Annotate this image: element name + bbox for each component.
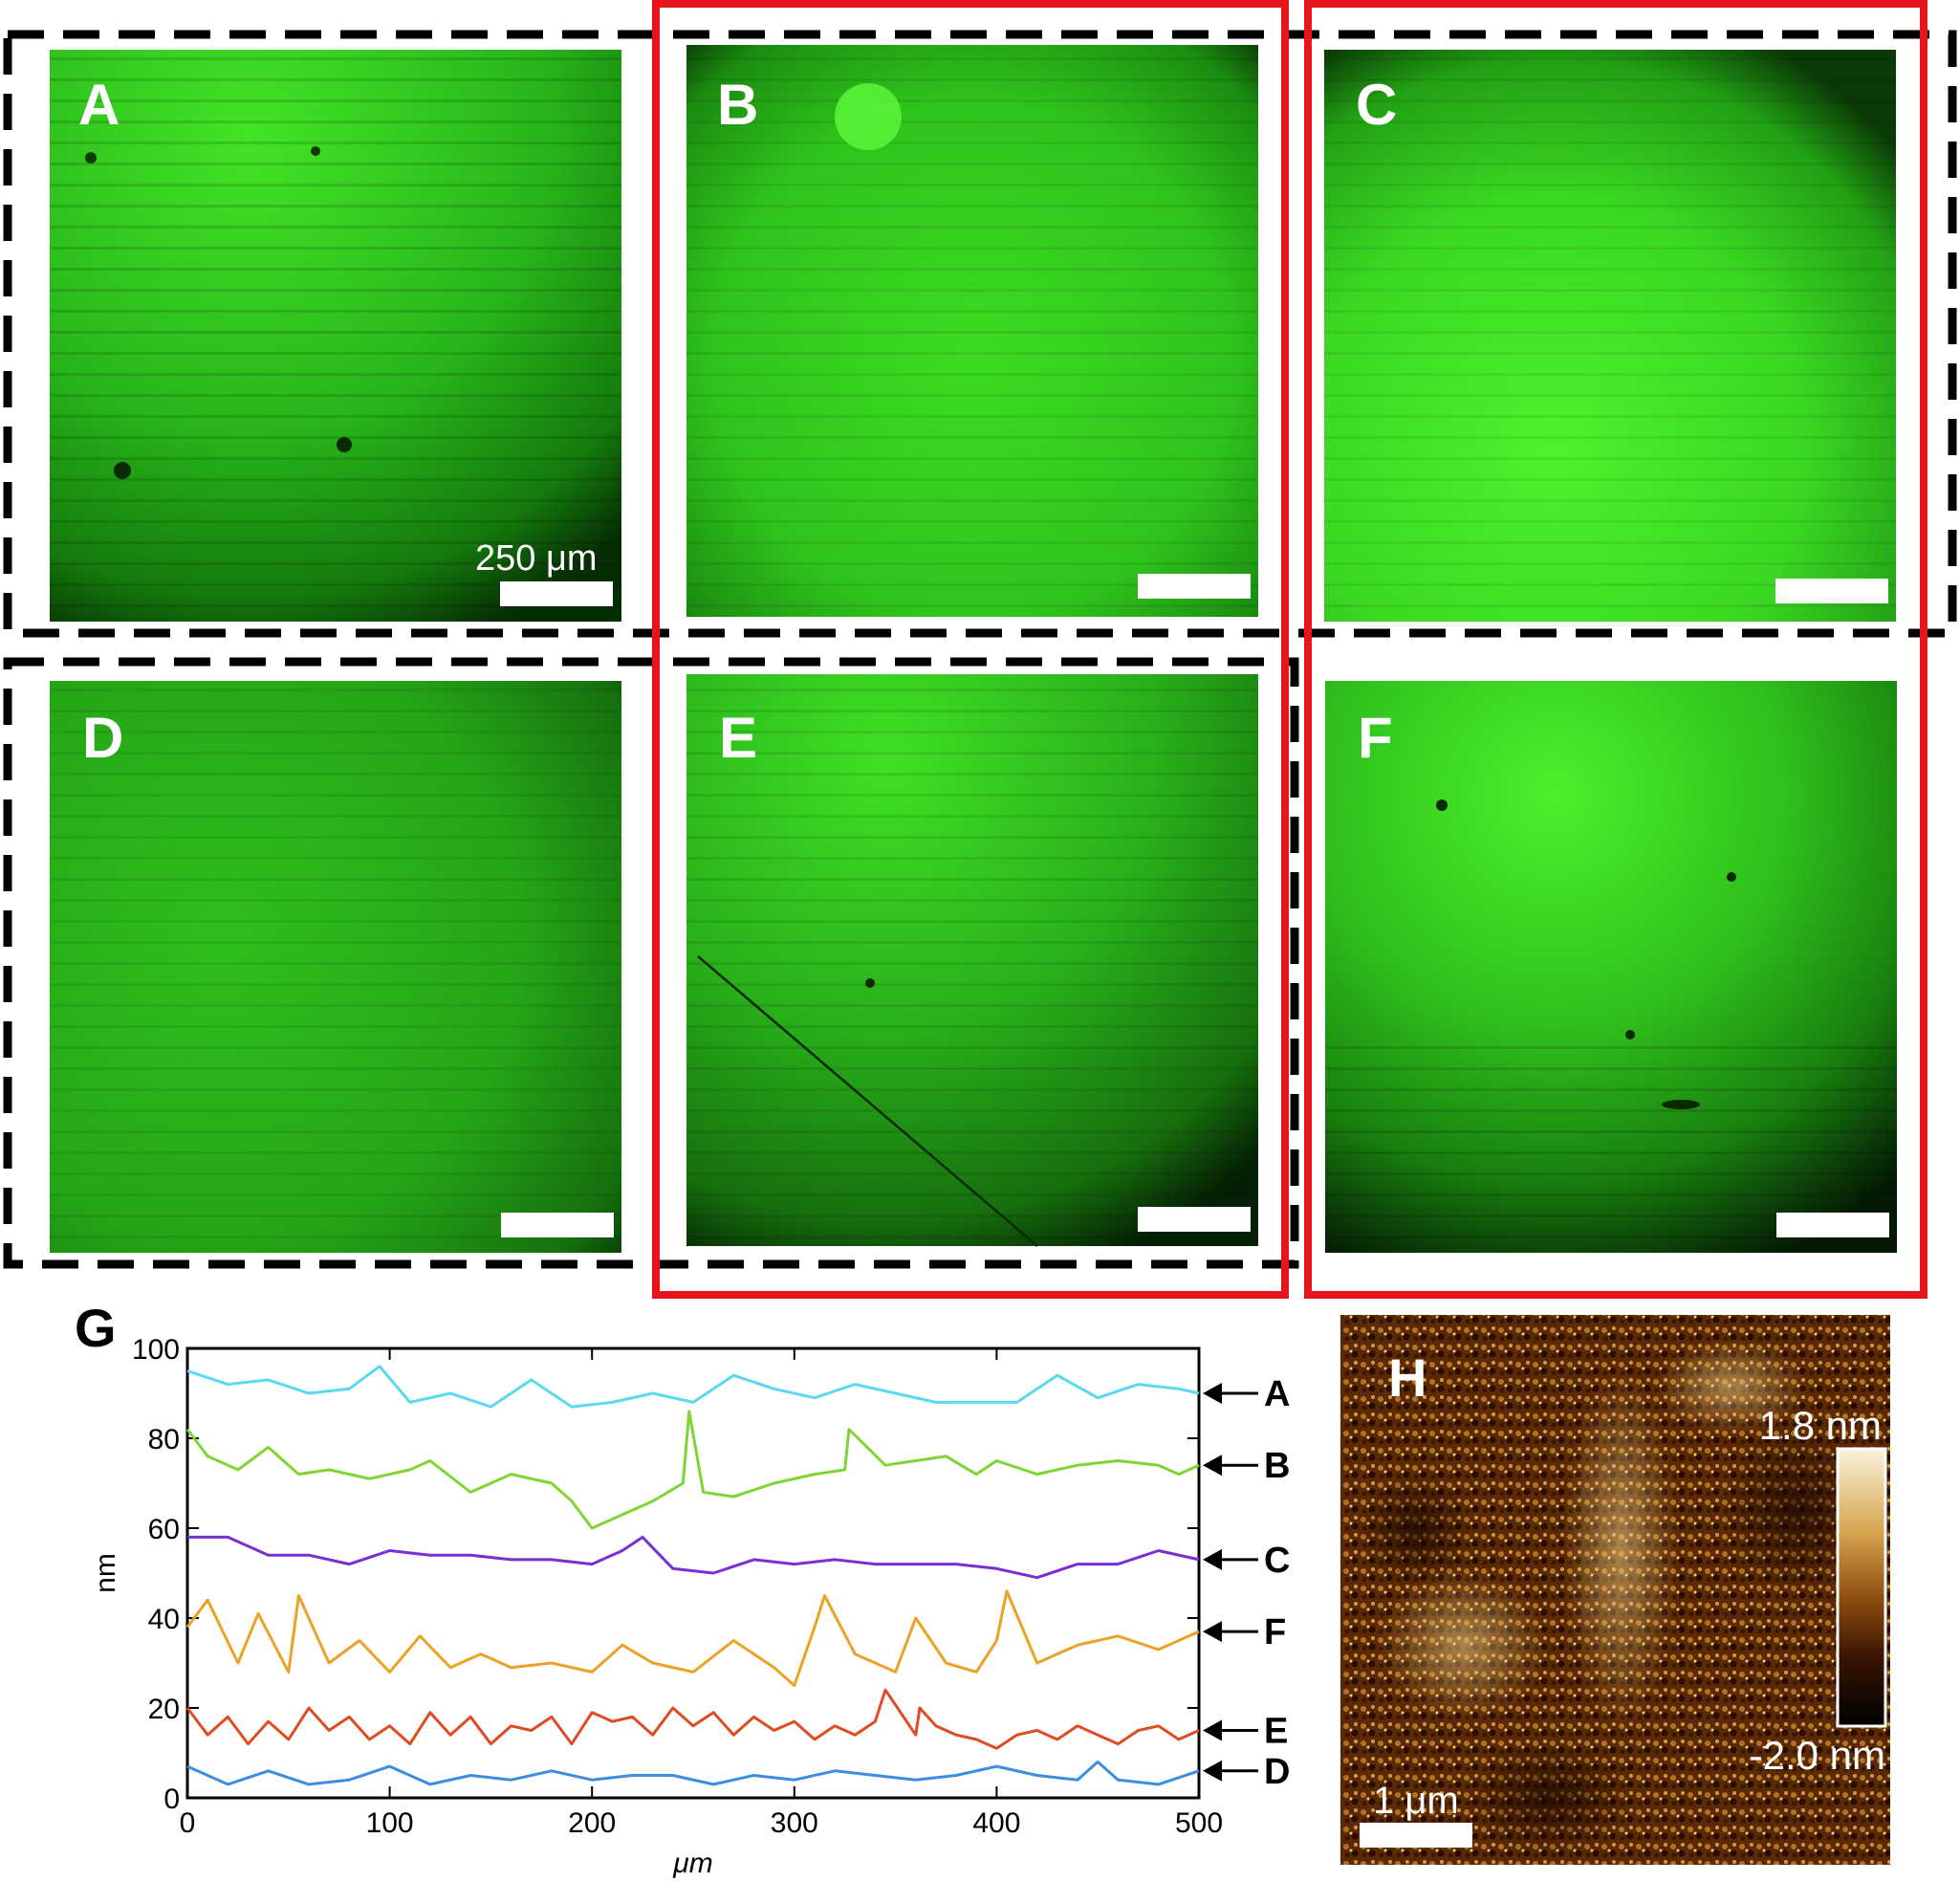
panel-E-letter: E: [719, 706, 757, 770]
series-arrow-E: [1203, 1719, 1222, 1741]
series-line-F: [185, 1589, 1200, 1687]
panel-A-scale-bar: [500, 581, 613, 606]
panel-B-bright-spot: [835, 83, 902, 150]
series-arrow-D: [1203, 1760, 1222, 1782]
panel-E-defect: [865, 978, 875, 988]
y-axis-ticks: 0 20 40 60 80 100: [132, 1334, 1199, 1815]
series-layer: [185, 1365, 1200, 1786]
panel-F-scale-bar: [1776, 1213, 1889, 1237]
y-tick-label: 80: [148, 1424, 180, 1455]
afm-colorbar-max-label: 1.8 nm: [1759, 1403, 1882, 1448]
profile-chart: G 0 20 40 60 80 100 0 100 200 300 400 500 AB CF ED n…: [75, 1298, 1290, 1879]
series-label-D: D: [1264, 1752, 1290, 1792]
afm-dark-region: [1463, 1740, 1635, 1855]
panel-D-scale-bar: [501, 1213, 614, 1237]
panel-D: D: [50, 681, 621, 1253]
panel-A-scale-label: 250 μm: [475, 538, 598, 579]
series-line-E: [185, 1688, 1200, 1750]
panel-D-letter: D: [82, 706, 123, 770]
chart-plot-frame: [185, 1346, 1201, 1800]
afm-bright-region: [1654, 1339, 1807, 1434]
dashed-frame-bottom: [3, 657, 1299, 1269]
panel-A-defect: [311, 146, 320, 156]
series-label-B: B: [1264, 1446, 1290, 1486]
panel-B-letter: B: [717, 73, 758, 137]
afm-bright-region: [1563, 1368, 1678, 1731]
panel-F-defect: [1727, 872, 1736, 882]
panel-F-letter: F: [1358, 706, 1393, 770]
panel-A-defect: [114, 462, 131, 479]
x-tick-label: 0: [180, 1807, 196, 1839]
afm-panel-letter: H: [1388, 1347, 1426, 1408]
series-label-F: F: [1264, 1612, 1286, 1652]
panel-E-scale-bar: [1138, 1207, 1251, 1232]
panel-F-defect: [1436, 799, 1448, 811]
panel-C-stripes: [1324, 50, 1896, 622]
afm-colorbar-min-label: -2.0 nm: [1750, 1733, 1885, 1778]
series-line-D: [186, 1760, 1200, 1786]
afm-dark-region: [1721, 1425, 1874, 1597]
series-label-E: E: [1264, 1712, 1288, 1752]
dashed-frames: [3, 30, 1957, 1269]
series-arrow-F: [1203, 1621, 1222, 1643]
x-tick-label: 100: [366, 1807, 414, 1839]
panel-A: A 250 μm: [50, 50, 621, 622]
x-tick-label: 500: [1175, 1807, 1223, 1839]
series-arrow-A: [1203, 1383, 1222, 1404]
panel-E-scratch: [697, 955, 1038, 1247]
afm-panel: H 1.8 nm -2.0 nm 1 μm: [1340, 1315, 1890, 1865]
red-frames: [652, 0, 1927, 1299]
panel-D-stripes: [50, 681, 621, 1253]
x-tick-label: 200: [568, 1807, 616, 1839]
panel-B: B: [686, 45, 1258, 617]
x-axis-label: μm: [672, 1848, 712, 1879]
x-axis-ticks: 0 100 200 300 400 500: [180, 1348, 1223, 1839]
red-frame-right-column: [1304, 0, 1927, 1299]
dashed-frame-top: [3, 30, 1957, 638]
series-line-A: [186, 1365, 1200, 1409]
panel-C-scale-bar: [1775, 579, 1888, 603]
afm-bright-region: [1377, 1568, 1549, 1721]
panel-C-letter: C: [1356, 73, 1397, 137]
y-tick-label: 0: [163, 1784, 180, 1815]
y-tick-label: 20: [148, 1694, 180, 1725]
x-tick-label: 300: [771, 1807, 818, 1839]
panel-F-defect: [1625, 1030, 1635, 1039]
afm-dark-region: [1358, 1473, 1472, 1587]
panel-E: E: [686, 674, 1258, 1247]
panel-B-stripes: [686, 45, 1258, 617]
panel-A-defect: [337, 437, 352, 452]
y-tick-label: 40: [148, 1604, 180, 1635]
series-arrow-C: [1203, 1548, 1222, 1570]
panel-F: F: [1325, 681, 1897, 1253]
panel-C: C: [1324, 50, 1896, 622]
x-tick-label: 400: [972, 1807, 1020, 1839]
series-label-C: C: [1264, 1541, 1290, 1581]
series-line-C: [187, 1535, 1200, 1580]
series-label-A: A: [1264, 1374, 1290, 1414]
panel-E-stripes: [686, 674, 1258, 1246]
red-frame-middle-column: [652, 0, 1289, 1299]
panel-B-scale-bar: [1138, 574, 1251, 599]
y-tick-label: 60: [148, 1514, 180, 1545]
afm-scale-bar: [1360, 1823, 1472, 1848]
series-arrow-B: [1203, 1455, 1222, 1477]
panel-F-defect: [1662, 1100, 1700, 1109]
afm-colorbar: [1836, 1447, 1887, 1728]
panel-A-defect: [85, 152, 97, 164]
afm-scale-label: 1 μm: [1373, 1780, 1459, 1822]
y-tick-label: 100: [132, 1334, 180, 1366]
chart-panel-letter: G: [75, 1298, 117, 1358]
panel-A-stripes: [50, 50, 621, 622]
series-line-B: [185, 1410, 1200, 1530]
panel-A-letter: A: [78, 73, 120, 137]
series-arrows: AB CF ED: [1203, 1374, 1290, 1792]
y-axis-label: nm: [90, 1553, 121, 1593]
